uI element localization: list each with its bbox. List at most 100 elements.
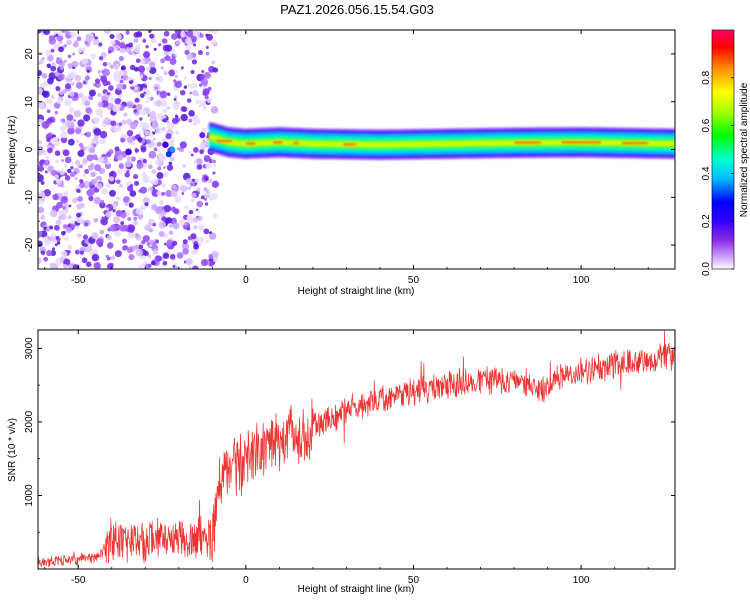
noise-blob bbox=[150, 260, 156, 266]
noise-blob bbox=[109, 224, 117, 232]
noise-blob bbox=[174, 53, 178, 57]
noise-blob bbox=[77, 47, 83, 53]
noise-blob bbox=[150, 37, 157, 44]
noise-blob bbox=[160, 100, 168, 108]
noise-blob bbox=[108, 85, 114, 91]
noise-blob bbox=[119, 79, 124, 84]
noise-blob bbox=[168, 69, 176, 77]
noise-blob bbox=[206, 137, 210, 142]
noise-blob bbox=[83, 222, 89, 227]
noise-blob bbox=[211, 60, 216, 65]
noise-blob bbox=[209, 197, 213, 202]
noise-blob bbox=[127, 217, 132, 222]
noise-blob bbox=[38, 164, 41, 169]
noise-blob bbox=[186, 215, 194, 222]
noise-blob bbox=[77, 233, 82, 238]
noise-blob bbox=[75, 225, 80, 230]
noise-blob bbox=[109, 189, 116, 197]
noise-blob bbox=[134, 101, 137, 105]
noise-blob bbox=[67, 73, 75, 80]
noise-blob bbox=[55, 86, 61, 92]
snr-frame bbox=[37, 329, 676, 570]
noise-blob bbox=[79, 250, 84, 255]
noise-blob bbox=[88, 95, 94, 101]
noise-blob bbox=[101, 187, 109, 195]
noise-blob bbox=[59, 213, 67, 221]
noise-blob bbox=[158, 199, 165, 206]
snr-x-tick-label: 50 bbox=[408, 575, 420, 586]
noise-blob bbox=[117, 224, 121, 229]
noise-blob bbox=[135, 249, 143, 257]
noise-blob bbox=[121, 133, 126, 138]
noise-blob bbox=[163, 205, 172, 213]
noise-blob bbox=[154, 206, 163, 215]
signal-peak-segment bbox=[561, 141, 602, 144]
colorbar-tick-label: 0.6 bbox=[701, 118, 712, 132]
noise-blob bbox=[174, 95, 178, 99]
noise-blob bbox=[190, 70, 195, 74]
noise-blob bbox=[67, 215, 72, 220]
signal-peak-segment bbox=[621, 141, 649, 145]
noise-blob bbox=[161, 38, 168, 44]
noise-blob bbox=[144, 202, 149, 207]
noise-blob bbox=[130, 83, 135, 87]
spectrogram-y-tick-label: 10 bbox=[24, 96, 35, 108]
noise-blob bbox=[79, 179, 84, 184]
noise-blob bbox=[192, 30, 201, 38]
noise-blob bbox=[182, 239, 188, 245]
noise-blob bbox=[172, 265, 176, 268]
noise-blob bbox=[128, 202, 134, 208]
noise-blob bbox=[146, 96, 152, 101]
noise-blob bbox=[102, 61, 108, 67]
noise-blob bbox=[197, 215, 203, 222]
noise-blob bbox=[76, 188, 81, 193]
noise-blob bbox=[196, 236, 205, 244]
noise-blob bbox=[149, 33, 155, 39]
noise-blob bbox=[161, 183, 166, 188]
noise-blob bbox=[196, 187, 201, 192]
noise-blob bbox=[130, 156, 136, 162]
noise-blob bbox=[142, 175, 150, 183]
noise-blob bbox=[63, 258, 71, 266]
noise-blob bbox=[187, 83, 193, 88]
noise-blob bbox=[77, 150, 85, 158]
noise-blob bbox=[121, 238, 127, 244]
noise-blob bbox=[43, 150, 48, 155]
noise-blob bbox=[141, 84, 147, 90]
noise-blob bbox=[144, 264, 150, 269]
noise-blob bbox=[187, 98, 192, 103]
noise-blob bbox=[199, 132, 206, 139]
noise-blob bbox=[98, 74, 102, 78]
noise-blob bbox=[146, 139, 151, 145]
noise-blob bbox=[158, 221, 167, 229]
noise-blob bbox=[162, 141, 169, 148]
spectrogram-axes: -50 0 50 100 -20 -10 0 10 20 bbox=[24, 29, 675, 286]
noise-blob bbox=[112, 209, 116, 213]
noise-blob bbox=[165, 133, 172, 140]
noise-blob bbox=[49, 236, 55, 242]
noise-blob bbox=[183, 85, 188, 89]
noise-blob bbox=[108, 50, 112, 54]
noise-blob bbox=[91, 248, 98, 255]
noise-blob bbox=[184, 205, 189, 210]
noise-blob bbox=[204, 177, 208, 181]
noise-blob bbox=[75, 128, 82, 135]
noise-blob bbox=[74, 249, 80, 255]
noise-blob bbox=[38, 70, 43, 76]
noise-blob bbox=[60, 125, 66, 132]
noise-blob bbox=[43, 159, 50, 166]
noise-blob bbox=[174, 114, 179, 119]
noise-blob bbox=[56, 57, 60, 61]
noise-blob bbox=[204, 197, 207, 201]
noise-blob bbox=[43, 256, 49, 262]
noise-blob bbox=[197, 49, 203, 56]
noise-blob bbox=[122, 74, 129, 81]
noise-blob bbox=[174, 69, 179, 74]
noise-blob bbox=[156, 141, 162, 147]
noise-blob bbox=[56, 34, 64, 42]
noise-blob bbox=[83, 81, 87, 85]
noise-blob bbox=[155, 127, 163, 134]
noise-blob bbox=[128, 253, 135, 261]
noise-blob bbox=[171, 33, 178, 40]
